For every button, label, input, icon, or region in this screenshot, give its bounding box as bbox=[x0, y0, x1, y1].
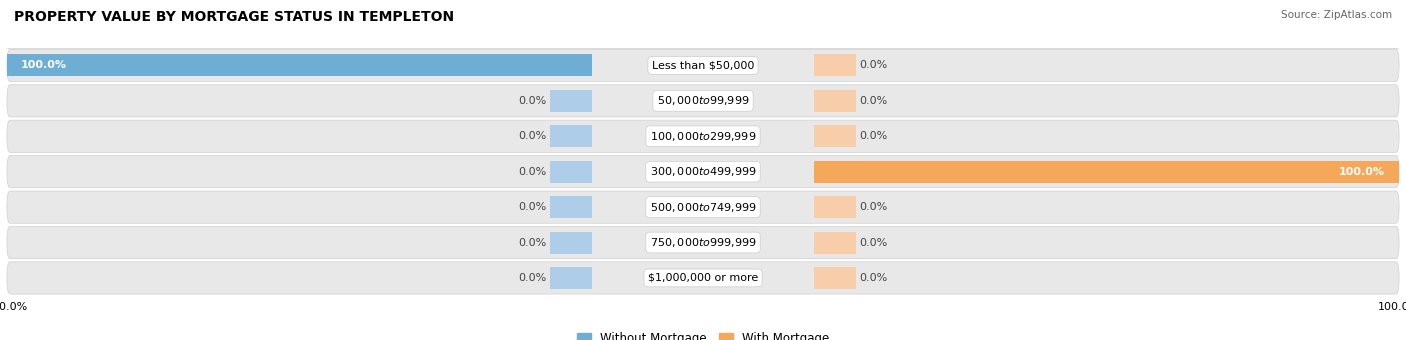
Text: 0.0%: 0.0% bbox=[859, 202, 887, 212]
Text: 0.0%: 0.0% bbox=[519, 238, 547, 248]
Legend: Without Mortgage, With Mortgage: Without Mortgage, With Mortgage bbox=[572, 327, 834, 340]
Text: PROPERTY VALUE BY MORTGAGE STATUS IN TEMPLETON: PROPERTY VALUE BY MORTGAGE STATUS IN TEM… bbox=[14, 10, 454, 24]
Text: $100,000 to $299,999: $100,000 to $299,999 bbox=[650, 130, 756, 143]
Text: $50,000 to $99,999: $50,000 to $99,999 bbox=[657, 95, 749, 107]
Text: 0.0%: 0.0% bbox=[519, 202, 547, 212]
FancyBboxPatch shape bbox=[7, 49, 1399, 82]
FancyBboxPatch shape bbox=[7, 262, 1399, 294]
FancyBboxPatch shape bbox=[7, 191, 1399, 223]
Bar bbox=[814, 125, 856, 147]
Bar bbox=[814, 90, 856, 112]
Text: Source: ZipAtlas.com: Source: ZipAtlas.com bbox=[1281, 10, 1392, 20]
Bar bbox=[814, 232, 856, 254]
Bar bbox=[550, 232, 592, 254]
Text: Less than $50,000: Less than $50,000 bbox=[652, 61, 754, 70]
Text: 100.0%: 100.0% bbox=[1339, 167, 1385, 177]
FancyBboxPatch shape bbox=[7, 85, 1399, 117]
FancyBboxPatch shape bbox=[7, 226, 1399, 259]
Bar bbox=[550, 161, 592, 183]
FancyBboxPatch shape bbox=[7, 156, 1399, 188]
Text: 100.0%: 100.0% bbox=[21, 61, 67, 70]
Bar bbox=[814, 267, 856, 289]
Text: 0.0%: 0.0% bbox=[519, 131, 547, 141]
Text: 0.0%: 0.0% bbox=[859, 273, 887, 283]
Bar bbox=[550, 90, 592, 112]
Bar bbox=[814, 54, 856, 76]
Text: 0.0%: 0.0% bbox=[519, 167, 547, 177]
Text: $500,000 to $749,999: $500,000 to $749,999 bbox=[650, 201, 756, 214]
Bar bbox=[550, 267, 592, 289]
Text: 0.0%: 0.0% bbox=[859, 238, 887, 248]
Text: $750,000 to $999,999: $750,000 to $999,999 bbox=[650, 236, 756, 249]
Bar bbox=[550, 196, 592, 218]
Text: 0.0%: 0.0% bbox=[859, 96, 887, 106]
Bar bbox=[814, 161, 1399, 183]
Text: $1,000,000 or more: $1,000,000 or more bbox=[648, 273, 758, 283]
Bar bbox=[550, 125, 592, 147]
Text: 0.0%: 0.0% bbox=[519, 273, 547, 283]
Text: $300,000 to $499,999: $300,000 to $499,999 bbox=[650, 165, 756, 178]
Bar bbox=[814, 196, 856, 218]
Text: 0.0%: 0.0% bbox=[859, 61, 887, 70]
Text: 0.0%: 0.0% bbox=[519, 96, 547, 106]
Text: 0.0%: 0.0% bbox=[859, 131, 887, 141]
FancyBboxPatch shape bbox=[7, 120, 1399, 152]
Bar bbox=[7, 54, 592, 76]
